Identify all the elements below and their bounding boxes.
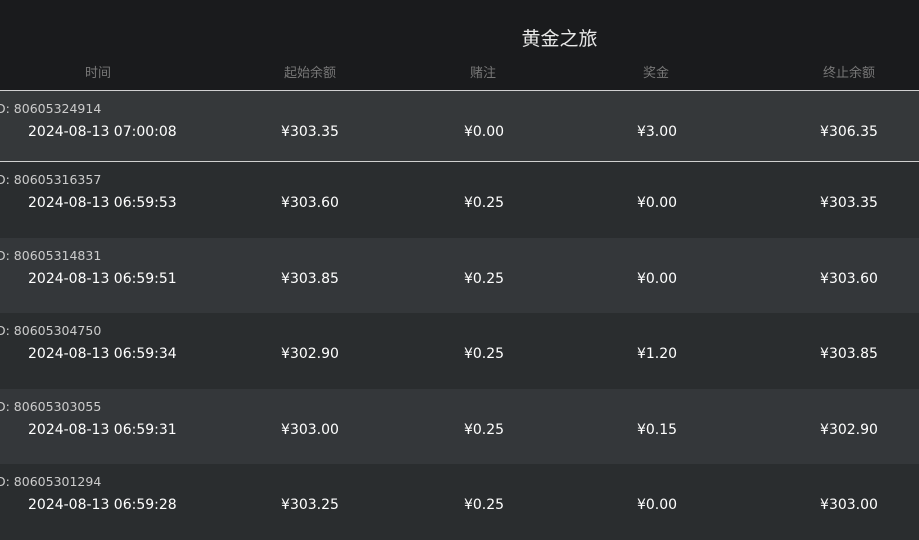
end-balance-cell: ¥306.35 xyxy=(820,124,878,140)
end-balance-cell: ¥302.90 xyxy=(820,421,878,438)
start-balance-cell: ¥303.85 xyxy=(281,270,339,287)
bet-cell: ¥0.25 xyxy=(463,270,505,287)
round-id: D: 80605324914 xyxy=(0,101,102,116)
time-cell: 2024-08-13 06:59:31 xyxy=(28,421,177,438)
time-cell: 2024-08-13 06:59:53 xyxy=(28,195,177,211)
header: 黄金之旅 时间 起始余额 赌注 奖金 终止余额 xyxy=(0,0,919,91)
win-cell: ¥0.00 xyxy=(636,270,678,287)
table-row[interactable]: D: 80605314831 2024-08-13 06:59:51 ¥303.… xyxy=(0,237,919,313)
table-row[interactable]: D: 80605301294 2024-08-13 06:59:28 ¥303.… xyxy=(0,464,919,540)
column-header-win: 奖金 xyxy=(642,66,670,81)
start-balance-cell: ¥302.90 xyxy=(281,346,339,362)
win-cell: ¥1.20 xyxy=(636,346,678,362)
round-id: D: 80605303055 xyxy=(0,398,102,414)
time-cell: 2024-08-13 07:00:08 xyxy=(28,124,177,140)
start-balance-cell: ¥303.25 xyxy=(281,497,339,513)
page-title: 黄金之旅 xyxy=(521,28,598,50)
end-balance-cell: ¥303.85 xyxy=(820,346,878,362)
table-row[interactable]: D: 80605303055 2024-08-13 06:59:31 ¥303.… xyxy=(0,388,919,464)
round-id: D: 80605304750 xyxy=(0,323,102,338)
time-cell: 2024-08-13 06:59:34 xyxy=(28,346,177,362)
column-header-end-balance: 终止余额 xyxy=(822,66,876,81)
column-header-start-balance: 起始余额 xyxy=(283,66,337,81)
table-row[interactable]: D: 80605316357 2024-08-13 06:59:53 ¥303.… xyxy=(0,162,919,238)
start-balance-cell: ¥303.00 xyxy=(281,421,339,438)
table-row[interactable]: D: 80605324914 2024-08-13 07:00:08 ¥303.… xyxy=(0,91,919,162)
history-list: D: 80605324914 2024-08-13 07:00:08 ¥303.… xyxy=(0,91,919,540)
column-header-bet: 赌注 xyxy=(469,66,497,81)
bet-cell: ¥0.25 xyxy=(463,346,505,362)
column-header-time: 时间 xyxy=(84,66,112,81)
bet-cell: ¥0.00 xyxy=(463,124,505,140)
start-balance-cell: ¥303.35 xyxy=(281,124,339,140)
start-balance-cell: ¥303.60 xyxy=(281,195,339,211)
win-cell: ¥0.00 xyxy=(636,497,678,513)
round-id: D: 80605314831 xyxy=(0,247,102,263)
win-cell: ¥0.00 xyxy=(636,195,678,211)
bet-cell: ¥0.25 xyxy=(463,421,505,438)
time-cell: 2024-08-13 06:59:51 xyxy=(28,270,177,287)
bet-cell: ¥0.25 xyxy=(463,195,505,211)
bet-cell: ¥0.25 xyxy=(463,497,505,513)
end-balance-cell: ¥303.00 xyxy=(820,497,878,513)
time-cell: 2024-08-13 06:59:28 xyxy=(28,497,177,513)
win-cell: ¥0.15 xyxy=(636,421,678,438)
end-balance-cell: ¥303.35 xyxy=(820,195,878,211)
win-cell: ¥3.00 xyxy=(636,124,678,140)
round-id: D: 80605316357 xyxy=(0,172,102,187)
round-id: D: 80605301294 xyxy=(0,474,102,489)
end-balance-cell: ¥303.60 xyxy=(820,270,878,287)
table-row[interactable]: D: 80605304750 2024-08-13 06:59:34 ¥302.… xyxy=(0,313,919,389)
